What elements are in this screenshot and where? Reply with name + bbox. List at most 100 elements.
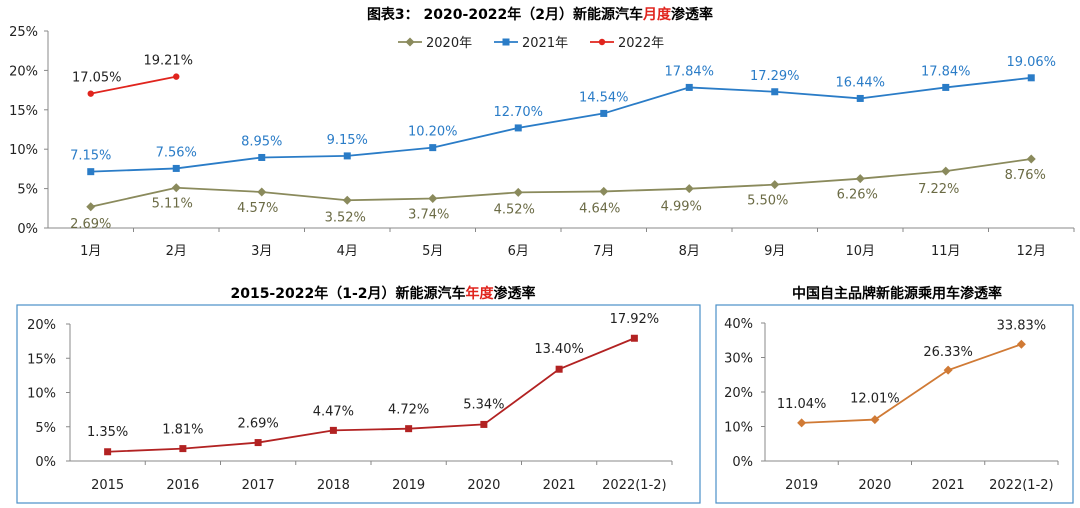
data-point [684, 184, 694, 194]
data-point [87, 90, 94, 97]
x-category-label: 4月 [337, 244, 358, 259]
data-point [171, 183, 181, 193]
y-tick-label: 10% [724, 421, 753, 436]
data-point [104, 448, 112, 456]
data-label: 10.20% [408, 125, 458, 140]
series-line [90, 75, 177, 95]
data-point [770, 180, 780, 190]
data-label: 3.52% [325, 210, 366, 225]
y-tick-label: 5% [17, 183, 38, 198]
data-label: 12.70% [493, 105, 543, 120]
data-point [179, 445, 187, 453]
data-label: 7.56% [156, 145, 197, 160]
y-tick-label: 30% [724, 352, 753, 367]
data-point [87, 168, 95, 176]
chart2-plot: 0% 5% 10% 15% 20% 2015 2016 2017 2018 2019 2020 202… [27, 312, 673, 493]
x-category-label: 11月 [931, 244, 961, 259]
data-point [86, 202, 96, 212]
data-point [514, 124, 522, 132]
series-line [801, 343, 1022, 424]
x-category-label: 5月 [422, 244, 443, 259]
x-category-label: 2021 [543, 478, 576, 493]
chart1-plot: 0% 5% 10% 15% 20% 25% 1月 2月 3月 4月 5月 6月 7月 8月 9月 10月 11月… [9, 25, 1075, 259]
data-label: 9.15% [327, 133, 368, 148]
x-category-label: 2017 [242, 478, 275, 493]
y-tick-label: 0% [17, 222, 38, 237]
y-tick-label: 20% [724, 386, 753, 401]
data-point [343, 152, 351, 160]
data-point [555, 365, 563, 373]
data-point [942, 83, 950, 91]
data-point [405, 425, 413, 433]
data-label: 33.83% [997, 318, 1047, 333]
data-label: 13.40% [534, 342, 584, 357]
legend-label: 2020年 [426, 36, 472, 51]
data-label: 17.29% [750, 69, 800, 84]
chart2-title: 2015-2022年（1-2月）新能源汽车年度渗透率 [230, 285, 535, 302]
data-point [797, 418, 807, 428]
data-point [685, 83, 693, 91]
data-label: 4.72% [388, 403, 429, 418]
data-point [173, 73, 180, 80]
x-category-label: 2016 [166, 478, 199, 493]
y-tick-label: 5% [35, 421, 56, 436]
data-label: 11.04% [777, 397, 827, 412]
data-point [254, 439, 262, 447]
data-point [599, 186, 609, 196]
data-label: 14.54% [579, 90, 629, 105]
data-point [429, 144, 437, 152]
data-label: 5.34% [463, 397, 504, 412]
data-point [870, 415, 880, 425]
x-category-label: 2月 [166, 244, 187, 259]
data-point [855, 174, 865, 184]
data-point [1026, 154, 1036, 164]
data-point [856, 94, 864, 102]
x-category-label: 12月 [1016, 244, 1046, 259]
data-point [329, 426, 337, 434]
data-label: 2.69% [70, 217, 111, 232]
data-label: 12.01% [850, 392, 900, 407]
data-label: 26.33% [923, 345, 973, 360]
data-point [771, 88, 779, 96]
x-category-label: 2019 [785, 478, 818, 493]
x-category-label: 8月 [679, 244, 700, 259]
data-label: 19.21% [143, 54, 193, 69]
data-point [943, 365, 953, 375]
data-label: 17.84% [664, 64, 714, 79]
x-category-label: 7月 [593, 244, 614, 259]
chart3-title: 中国自主品牌新能源乘用车渗透率 [792, 285, 1002, 302]
data-label: 5.11% [152, 197, 193, 212]
data-point [1016, 339, 1026, 349]
chart1-title: 图表3： 2020-2022年（2月）新能源汽车月度渗透率 [367, 6, 713, 23]
y-tick-label: 40% [724, 317, 753, 332]
data-point [480, 420, 488, 428]
x-category-label: 2015 [91, 478, 124, 493]
data-point [258, 153, 266, 161]
data-point [600, 109, 608, 117]
x-category-label: 10月 [845, 244, 875, 259]
x-category-label: 2020 [467, 478, 500, 493]
data-label: 7.15% [70, 149, 111, 164]
data-label: 6.26% [837, 188, 878, 203]
legend-label: 2022年 [618, 36, 664, 51]
x-category-label: 1月 [80, 244, 101, 259]
data-label: 4.47% [313, 404, 354, 419]
x-category-label: 9月 [764, 244, 785, 259]
data-point [1027, 74, 1035, 82]
x-category-label: 2021 [932, 478, 965, 493]
x-category-label: 2018 [317, 478, 350, 493]
y-tick-label: 0% [35, 455, 56, 470]
data-point [428, 194, 438, 204]
series-line [90, 76, 1032, 173]
data-label: 4.99% [661, 200, 702, 215]
data-label: 8.76% [1005, 168, 1046, 183]
data-label: 8.95% [241, 134, 282, 149]
data-point [342, 195, 352, 205]
data-label: 5.50% [747, 194, 788, 209]
x-category-label: 2022(1-2) [989, 478, 1053, 493]
data-point [630, 334, 638, 342]
data-label: 3.74% [408, 208, 449, 223]
y-tick-label: 20% [9, 64, 38, 79]
y-tick-label: 0% [732, 455, 753, 470]
y-tick-label: 15% [9, 104, 38, 119]
